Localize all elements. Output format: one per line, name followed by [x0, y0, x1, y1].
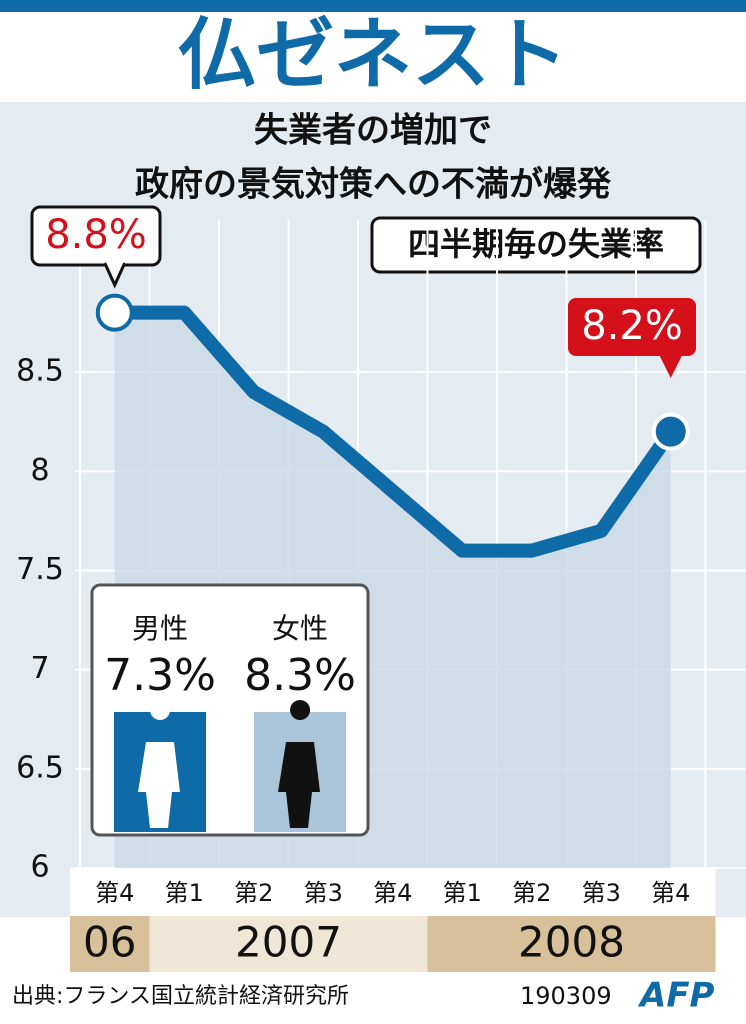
x-tick-label: 第2 [234, 879, 273, 907]
x-tick-label: 第4 [651, 879, 690, 907]
year-bg [70, 916, 150, 972]
x-tick-label: 第3 [582, 879, 621, 907]
x-axis-bg [70, 868, 716, 916]
x-tick-label: 第4 [373, 879, 412, 907]
code: 190309 [520, 982, 612, 1010]
y-tick-label: 8.5 [16, 354, 64, 389]
year-bg [427, 916, 716, 972]
year-label: 2007 [235, 918, 342, 967]
label-box [370, 216, 702, 274]
inset-label: 男性 [132, 612, 188, 645]
callout-tip [103, 262, 127, 289]
y-tick-label: 8 [30, 453, 49, 488]
x-tick-label: 第1 [443, 879, 482, 907]
callout [30, 205, 162, 267]
x-tick-label: 第3 [304, 879, 343, 907]
y-tick-label: 6.5 [16, 750, 64, 785]
x-tick-label: 第4 [95, 879, 134, 907]
subtitle: 政府の景気対策への不満が爆発 [135, 165, 612, 205]
year-bg [149, 916, 428, 972]
point [95, 293, 134, 332]
inset-value: 7.3% [104, 650, 216, 701]
source: 出典:フランス国立統計経済研究所 [12, 984, 349, 1009]
callout [568, 298, 696, 356]
silhouette [138, 700, 180, 828]
logo: AFP [637, 976, 715, 1016]
value-label: 8.2% [581, 303, 683, 349]
inset-label: 女性 [272, 612, 328, 645]
top-bar [0, 0, 746, 12]
series-label: 四半期毎の失業率 [408, 225, 664, 263]
inset-value: 8.3% [244, 650, 356, 701]
y-tick-label: 7.5 [16, 552, 64, 587]
chart-title: 仏ゼネスト [178, 10, 568, 100]
point [651, 412, 690, 451]
y-tick-label: 6 [30, 850, 49, 885]
value-label: 8.8% [45, 212, 147, 258]
x-tick-label: 第1 [165, 879, 204, 907]
subtitle: 失業者の増加で [254, 111, 492, 151]
line [114, 305, 677, 558]
year-label: 2008 [518, 918, 625, 967]
x-tick-label: 第2 [512, 879, 551, 907]
callout-tip [658, 354, 683, 378]
y-tick-label: 7 [30, 651, 49, 686]
silhouette [278, 700, 320, 828]
year-label: 06 [83, 918, 136, 967]
